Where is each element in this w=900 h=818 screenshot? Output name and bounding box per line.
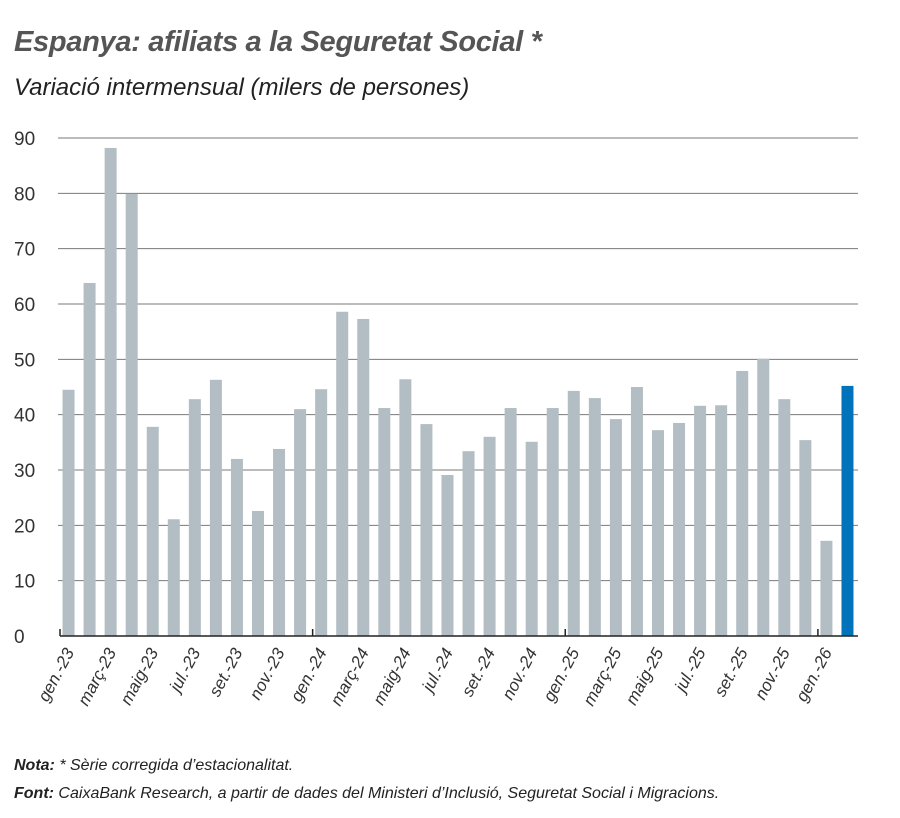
y-tick-label: 20 bbox=[14, 516, 35, 537]
bar bbox=[146, 426, 159, 636]
y-tick-label: 0 bbox=[14, 627, 25, 648]
bar bbox=[694, 405, 707, 636]
bar bbox=[399, 379, 412, 636]
bar bbox=[188, 399, 201, 636]
bar bbox=[62, 389, 75, 636]
bar bbox=[778, 399, 791, 636]
x-tick-label: set.-25 bbox=[711, 644, 752, 699]
bar bbox=[652, 430, 664, 636]
bar bbox=[357, 318, 370, 636]
x-tick-label: set.-23 bbox=[205, 644, 246, 699]
bar bbox=[378, 408, 391, 636]
bar bbox=[104, 147, 117, 636]
x-tick-label: nov.-24 bbox=[498, 645, 541, 703]
x-tick-label: nov.-23 bbox=[246, 644, 289, 702]
bar bbox=[588, 398, 601, 636]
note-label: Nota: bbox=[14, 757, 55, 774]
chart-title: Espanya: afiliats a la Seguretat Social … bbox=[14, 26, 542, 58]
y-tick-label: 10 bbox=[14, 572, 35, 593]
bar bbox=[609, 419, 622, 636]
bar bbox=[252, 510, 264, 636]
x-tick-label: març-25 bbox=[579, 644, 625, 708]
x-tick-label: set.-24 bbox=[458, 645, 499, 700]
x-tick-label: maig-25 bbox=[622, 644, 668, 708]
bar bbox=[820, 540, 833, 636]
x-tick-label: març-23 bbox=[74, 644, 120, 708]
y-tick-label: 60 bbox=[14, 295, 35, 316]
bar bbox=[757, 358, 770, 636]
bar bbox=[83, 282, 96, 636]
source-line: Font: CaixaBank Research, a partir de da… bbox=[14, 785, 719, 803]
note-text: * Sèrie corregida d’estacionalitat. bbox=[54, 757, 294, 774]
bar bbox=[420, 424, 433, 636]
x-tick-label: nov.-25 bbox=[751, 644, 794, 702]
source-text: CaixaBank Research, a partir de dades de… bbox=[53, 785, 720, 802]
bar bbox=[630, 387, 643, 636]
bar bbox=[125, 193, 138, 637]
x-tick-label: gen.-23 bbox=[34, 644, 78, 704]
bar bbox=[841, 385, 854, 636]
x-tick-label: maig-23 bbox=[117, 644, 163, 708]
source-label: Font: bbox=[14, 785, 54, 802]
bar bbox=[736, 370, 749, 636]
bar bbox=[504, 408, 517, 636]
y-tick-label: 40 bbox=[14, 406, 35, 427]
bar bbox=[483, 436, 496, 636]
bar bbox=[336, 311, 349, 636]
bar bbox=[441, 474, 454, 636]
x-tick-label: gen.-24 bbox=[287, 645, 331, 705]
y-tick-label: 80 bbox=[14, 184, 35, 205]
chart-subtitle: Variació intermensual (milers de persone… bbox=[14, 74, 470, 101]
bar bbox=[167, 519, 180, 636]
bar bbox=[525, 441, 538, 636]
x-tick-label: gen.-26 bbox=[792, 644, 836, 704]
bar bbox=[273, 448, 286, 636]
y-tick-label: 30 bbox=[14, 461, 35, 482]
bar bbox=[315, 389, 328, 636]
bar bbox=[799, 440, 812, 636]
y-tick-label: 50 bbox=[14, 350, 35, 371]
bar bbox=[567, 390, 580, 636]
bar bbox=[230, 458, 243, 636]
x-tick-label: març-24 bbox=[327, 645, 373, 709]
x-tick-label: gen.-25 bbox=[539, 644, 583, 704]
x-tick-label: maig-24 bbox=[369, 645, 415, 708]
x-tick-label: jul.-25 bbox=[670, 644, 710, 696]
bar bbox=[462, 451, 475, 636]
y-tick-label: 90 bbox=[14, 129, 35, 150]
bar bbox=[546, 408, 559, 636]
y-tick-label: 70 bbox=[14, 240, 35, 261]
bar bbox=[209, 379, 222, 636]
bar bbox=[715, 405, 728, 636]
bar bbox=[673, 422, 686, 636]
x-tick-label: jul.-24 bbox=[418, 645, 457, 697]
bar bbox=[294, 409, 307, 636]
x-tick-label: jul.-23 bbox=[165, 644, 205, 696]
note-line: Nota: * Sèrie corregida d’estacionalitat… bbox=[14, 757, 293, 775]
